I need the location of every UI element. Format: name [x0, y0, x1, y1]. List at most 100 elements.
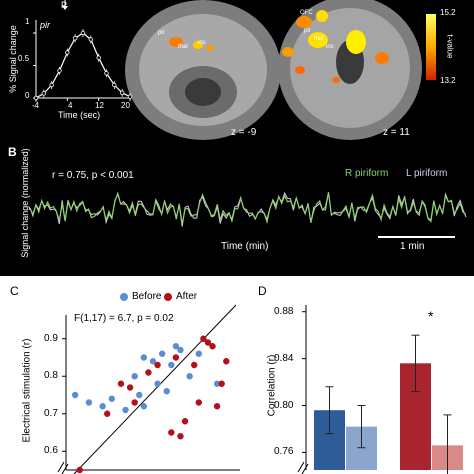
before-point [163, 388, 170, 395]
slice-label: pir [304, 28, 311, 34]
activation-blob [169, 37, 183, 47]
activation-blob [282, 47, 294, 57]
after-point [181, 418, 189, 425]
before-point [158, 350, 166, 357]
after-point [200, 335, 207, 342]
before-point [131, 373, 138, 380]
before-point [108, 395, 115, 402]
inset-ytick: 1 [25, 17, 30, 26]
before-point [154, 380, 161, 387]
legend-l-piriform: L piriform [406, 168, 448, 179]
slice-label: ins [198, 40, 206, 46]
before-point [168, 361, 175, 369]
arrow-head-icon [62, 6, 68, 10]
before-point [149, 358, 157, 365]
before-point [71, 391, 79, 399]
legend-r-piriform: R piriform [345, 168, 389, 179]
before-point [140, 354, 148, 361]
legend-after: After [176, 291, 198, 302]
inset-ytick: 0.5 [18, 54, 30, 63]
inset-point [112, 82, 117, 88]
colorbar-top: 15.2 [440, 8, 456, 17]
inset-point [57, 68, 62, 73]
activation-blob [308, 32, 328, 48]
activation-blob [332, 77, 340, 83]
before-point [99, 403, 106, 410]
panel-c-ylabel: Electrical stimulation (r) [21, 338, 33, 443]
d-bars [314, 334, 463, 474]
after-point [168, 429, 175, 436]
inset-point [33, 95, 39, 101]
after-point [204, 339, 212, 346]
activation-blob [295, 66, 305, 74]
c-ytick-label: 0.7 [44, 407, 58, 419]
significance-marker: * [428, 308, 434, 324]
legend-before: Before [132, 291, 162, 302]
legend-after-marker [164, 293, 172, 301]
after-point [218, 380, 225, 387]
activation-blob [296, 16, 312, 28]
inset-xtick: 4 [68, 101, 73, 110]
d-ytick-label: 0.88 [274, 305, 294, 317]
slice-label: ins [326, 44, 334, 50]
after-point [76, 466, 83, 474]
panel-c-stat: F(1,17) = 6.7, p = 0.02 [74, 313, 174, 324]
inset-ytick: 0 [25, 91, 30, 100]
inset-point [80, 30, 86, 36]
panel-letter: D [258, 284, 267, 298]
inset-xtick: 12 [95, 101, 104, 110]
activation-blob [375, 52, 389, 64]
r-piriform-trace [29, 191, 467, 225]
after-point [223, 358, 230, 365]
inset-line [33, 29, 133, 102]
scale-bar-label: 1 min [400, 241, 425, 252]
c-ticks [62, 338, 66, 452]
before-point [85, 399, 93, 406]
inset-point [65, 50, 70, 55]
legend-before-marker [120, 293, 128, 301]
panel-b-xlabel: Time (min) [221, 241, 269, 252]
after-point [104, 410, 111, 417]
inset-point [49, 82, 54, 88]
after-point [191, 361, 198, 369]
before-point [195, 350, 202, 357]
before-point [172, 343, 180, 350]
slice-label: thal [314, 36, 324, 42]
z-right-label: z = 11 [383, 127, 410, 138]
colorbar [426, 14, 436, 80]
c-ytick-label: 0.6 [44, 445, 58, 457]
activation-blob [193, 41, 203, 49]
before-point [213, 380, 221, 387]
before-point [136, 391, 143, 399]
inset-point [96, 55, 101, 60]
before-point [186, 373, 193, 380]
inset-xlabel: Time (sec) [58, 110, 101, 120]
inset-xtick: -4 [32, 101, 40, 110]
arrow-label: P [61, 0, 68, 10]
after-point [177, 433, 184, 440]
inset-point [127, 94, 133, 99]
d-ticks [302, 311, 306, 453]
panel-letter: B [8, 145, 17, 159]
d-ytick-label: 0.80 [274, 399, 294, 411]
after-point [117, 380, 125, 387]
after-point [209, 343, 216, 350]
figure-panels-ab: P pir 1 0.5 0 -4 4 12 20 Time (sec) % Si… [0, 0, 474, 276]
inset-point [41, 91, 47, 96]
slice-label: thal [178, 44, 188, 50]
after-point [213, 403, 221, 410]
slice-label: OFC [300, 10, 313, 16]
d-axis-break [301, 463, 309, 474]
slice-label: pir [158, 30, 165, 36]
after-point [131, 399, 138, 406]
brain-slice-left-core [185, 78, 221, 106]
after-point [145, 369, 152, 376]
activation-blob [206, 45, 214, 51]
inset-label: pir [40, 20, 51, 30]
inset-xtick: 20 [121, 101, 130, 110]
d-axis-break [297, 461, 305, 473]
c-axis-break [57, 461, 65, 473]
d-ytick-label: 0.76 [274, 446, 294, 458]
before-point [177, 346, 184, 354]
panel-b-stat: r = 0.75, p < 0.001 [52, 170, 134, 181]
